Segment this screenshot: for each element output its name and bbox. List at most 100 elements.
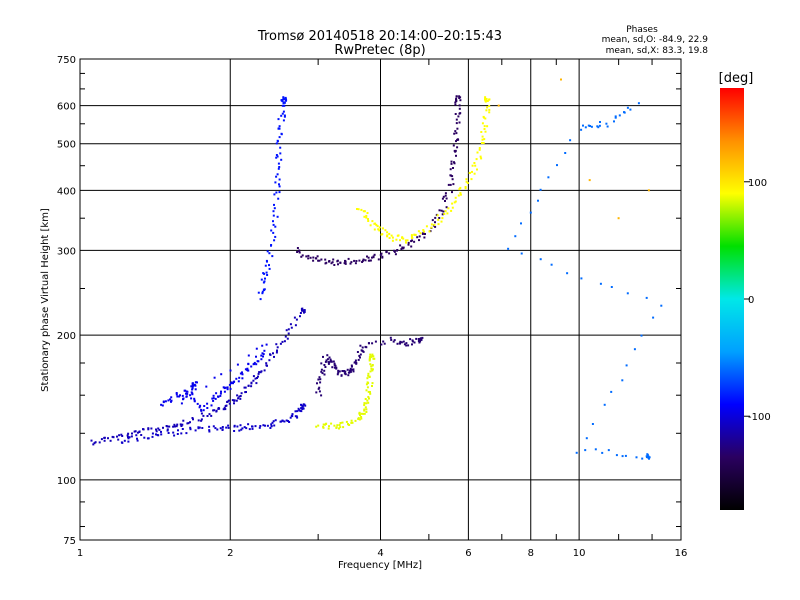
data-point — [138, 431, 141, 433]
data-point — [425, 225, 428, 228]
data-point — [333, 264, 336, 266]
data-point — [444, 200, 446, 202]
data-point — [326, 354, 329, 357]
data-point — [415, 337, 418, 340]
y-tick-label: 750 — [57, 55, 76, 66]
data-point — [273, 193, 276, 196]
data-point — [363, 215, 366, 218]
data-point — [206, 402, 209, 405]
data-point — [365, 411, 368, 413]
data-point — [344, 262, 347, 265]
data-point — [164, 400, 167, 403]
data-point — [393, 339, 396, 342]
data-point — [361, 346, 364, 349]
data-point — [449, 168, 452, 171]
data-point — [465, 180, 468, 183]
data-point — [211, 397, 214, 400]
data-point — [157, 434, 160, 437]
data-point — [640, 334, 643, 337]
data-point — [417, 338, 420, 340]
data-point — [339, 422, 342, 424]
data-point — [485, 109, 488, 112]
data-point — [378, 229, 381, 232]
data-point — [109, 439, 112, 442]
data-point — [265, 271, 268, 274]
data-point — [349, 369, 352, 372]
data-point — [298, 409, 301, 412]
data-point — [116, 435, 118, 438]
x-tick-label: 8 — [528, 548, 534, 559]
data-point — [191, 388, 194, 391]
data-point — [263, 272, 266, 275]
data-point — [610, 286, 613, 288]
data-point — [396, 249, 399, 251]
data-point — [343, 262, 346, 265]
data-point — [471, 164, 474, 167]
data-point — [421, 336, 424, 339]
data-point — [459, 112, 462, 115]
data-point — [328, 260, 331, 262]
data-point — [550, 263, 553, 266]
data-point — [358, 354, 361, 357]
data-point — [344, 260, 347, 263]
data-point — [625, 364, 628, 367]
data-point — [208, 430, 211, 433]
data-point — [392, 340, 395, 343]
data-point — [596, 125, 599, 128]
data-point — [256, 360, 259, 363]
data-point — [224, 408, 227, 411]
data-point — [288, 421, 291, 423]
data-point — [464, 187, 467, 190]
data-point — [300, 308, 303, 310]
data-point — [230, 382, 232, 385]
data-point — [423, 236, 426, 239]
data-point — [358, 418, 361, 421]
data-point — [591, 423, 594, 425]
data-point — [247, 354, 250, 357]
data-point — [131, 432, 133, 435]
data-point — [283, 340, 286, 343]
data-point — [332, 258, 335, 261]
data-point — [367, 374, 370, 377]
data-point — [440, 209, 443, 212]
data-point — [456, 146, 459, 149]
data-point — [335, 426, 338, 429]
data-point — [166, 428, 169, 431]
data-point — [269, 427, 272, 429]
data-point — [214, 427, 217, 430]
data-point — [417, 340, 420, 342]
data-point — [277, 162, 280, 165]
data-point — [428, 230, 431, 233]
data-point — [253, 363, 256, 365]
data-point — [386, 234, 389, 237]
data-point — [488, 108, 491, 111]
x-tick-label: 1 — [77, 548, 83, 559]
data-point — [236, 363, 239, 366]
data-point — [450, 209, 453, 212]
data-point — [455, 132, 458, 135]
data-point — [369, 391, 371, 393]
data-point — [430, 223, 433, 226]
data-point — [484, 96, 487, 99]
data-point — [291, 415, 294, 418]
data-point — [275, 343, 278, 346]
colorbar-tick-label: 100 — [748, 178, 767, 189]
data-point — [281, 112, 284, 115]
data-point — [418, 341, 421, 344]
data-point — [316, 255, 319, 258]
data-point — [150, 427, 153, 430]
data-point — [447, 183, 450, 186]
data-point — [484, 97, 487, 100]
data-point — [336, 373, 339, 376]
data-point — [380, 233, 383, 236]
data-point — [483, 128, 486, 130]
data-point — [275, 191, 278, 194]
data-point — [338, 370, 341, 373]
data-point — [274, 225, 277, 228]
data-point — [233, 399, 236, 402]
data-point — [484, 99, 487, 102]
data-point — [605, 122, 608, 125]
data-point — [216, 428, 219, 431]
data-point — [614, 115, 617, 118]
data-point — [205, 385, 208, 388]
